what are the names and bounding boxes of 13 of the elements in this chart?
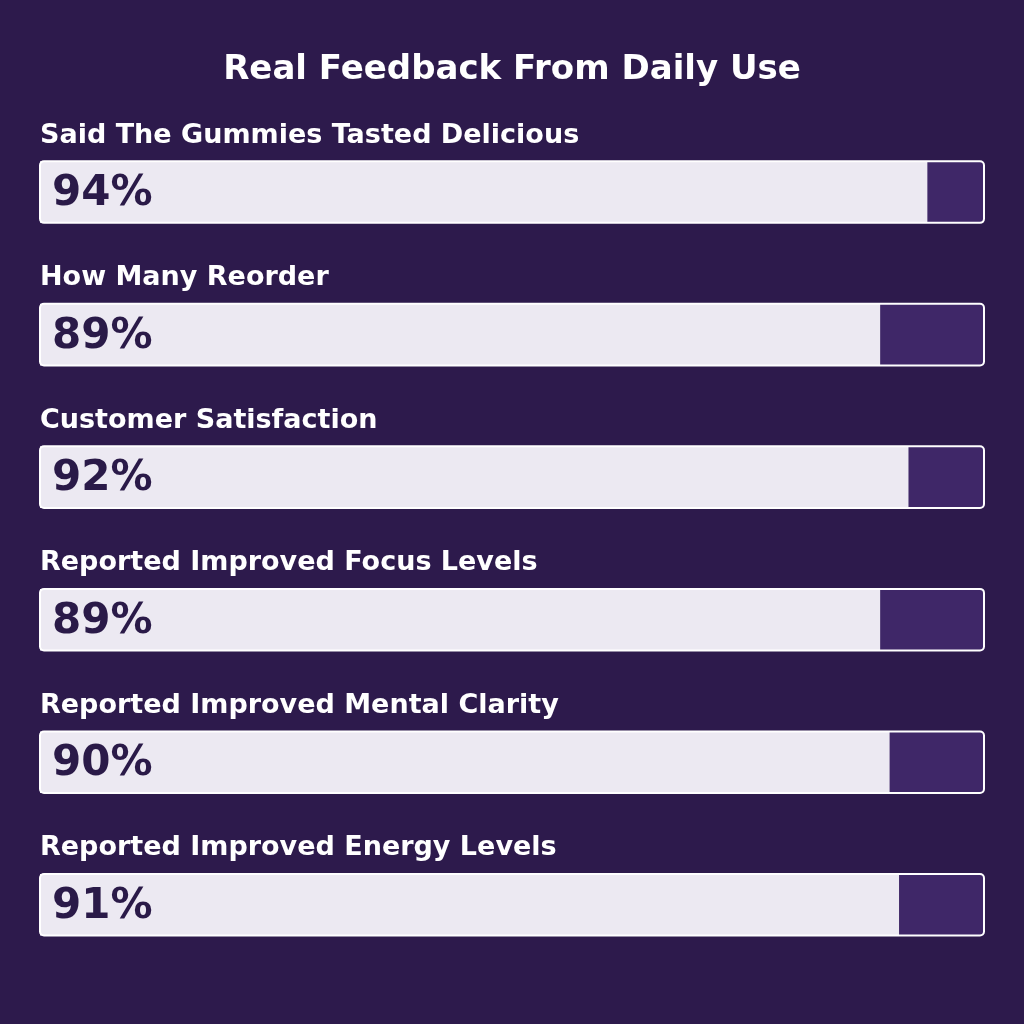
y-tick-label: Customer Satisfaction bbox=[40, 402, 378, 434]
y-tick-label: Reported Improved Energy Levels bbox=[40, 830, 557, 862]
data-label: 90% bbox=[52, 736, 153, 786]
data-label: 91% bbox=[52, 878, 153, 928]
chart-title: Real Feedback From Daily Use bbox=[223, 47, 801, 88]
data-label: 92% bbox=[52, 451, 153, 501]
y-tick-label: Said The Gummies Tasted Delicious bbox=[40, 117, 580, 149]
y-tick-label: Reported Improved Focus Levels bbox=[40, 545, 538, 577]
data-label: 94% bbox=[52, 165, 153, 215]
y-tick-label: Reported Improved Mental Clarity bbox=[40, 687, 560, 719]
data-label: 89% bbox=[52, 593, 153, 643]
y-tick-label: How Many Reorder bbox=[40, 260, 330, 292]
data-label: 89% bbox=[52, 308, 153, 358]
